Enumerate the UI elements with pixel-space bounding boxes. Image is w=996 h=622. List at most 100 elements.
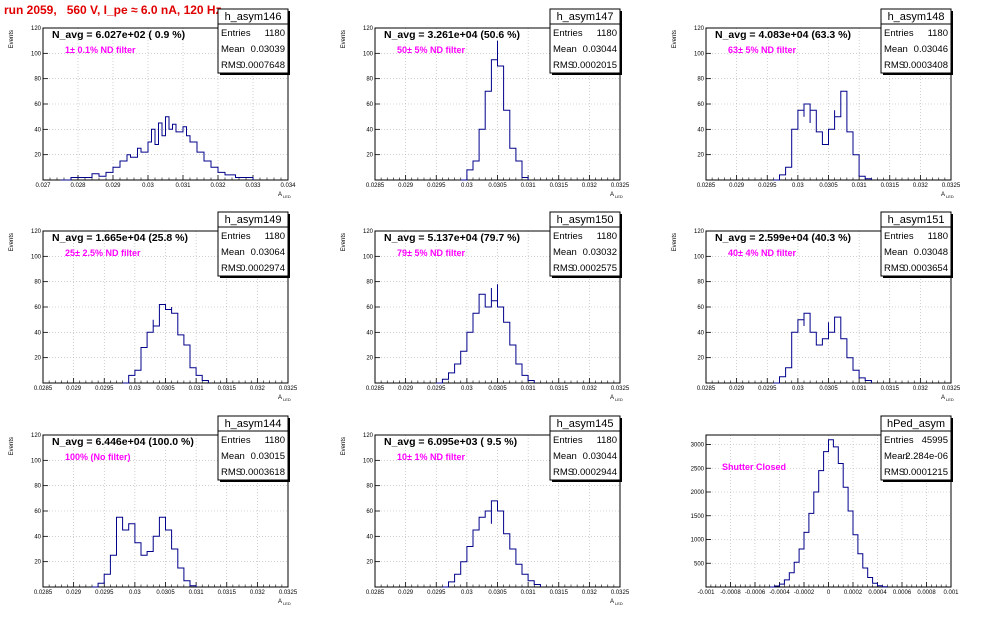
x-tick-label: 0.0315: [218, 590, 237, 596]
y-tick-label: 120: [694, 26, 705, 32]
x-axis-label: A: [610, 395, 614, 401]
y-axis-label: Events: [672, 233, 678, 251]
stats-label: Mean: [553, 44, 577, 55]
x-tick-label: 0.03: [461, 590, 473, 596]
stats-value: 0.03046: [914, 44, 948, 55]
x-tick-label: 0.029: [398, 590, 414, 596]
y-tick-label: 120: [31, 433, 42, 439]
x-tick-label: 0.0305: [488, 386, 507, 392]
filter-annotation: 10± 1% ND filter: [397, 452, 465, 462]
x-tick-label: 0.0305: [819, 386, 838, 392]
y-tick-label: 40: [34, 534, 41, 540]
x-tick-label: 0.0285: [366, 386, 385, 392]
x-tick-label: 0.0305: [156, 386, 175, 392]
stats-label: Mean: [221, 247, 245, 258]
x-tick-label: 0.03: [461, 183, 473, 189]
stats-label: Entries: [553, 28, 583, 39]
stats-label: RMS: [553, 263, 574, 274]
y-tick-label: 40: [34, 330, 41, 336]
stats-box: [217, 8, 289, 74]
y-tick-label: 60: [34, 305, 41, 311]
x-tick-label: 0.0008: [917, 590, 936, 596]
stats-value: 1180: [265, 28, 285, 39]
x-tick-label: -0.0004: [769, 590, 790, 596]
x-axis-label-sub: LED: [615, 194, 623, 199]
stats-label: RMS: [884, 263, 905, 274]
filter-annotation: Shutter Closed: [722, 462, 786, 472]
x-axis-label: A: [610, 192, 614, 198]
stats-value: 1180: [265, 231, 285, 242]
stats-label: Entries: [221, 28, 251, 39]
x-tick-label: 0.031: [521, 590, 537, 596]
x-axis-label: A: [278, 192, 282, 198]
y-tick-label: 100: [363, 254, 374, 260]
filter-annotation: 1± 0.1% ND filter: [65, 45, 136, 55]
stats-label: Mean: [221, 44, 245, 55]
x-axis-label: A: [941, 192, 945, 198]
y-tick-label: 40: [34, 127, 41, 133]
histogram-line: [436, 284, 535, 384]
x-tick-label: 0.0295: [758, 386, 777, 392]
x-tick-label: 0.03: [129, 386, 141, 392]
stats-value: 0.0002974: [240, 263, 285, 274]
y-tick-label: 500: [694, 561, 705, 567]
x-axis-label-sub: LED: [283, 397, 291, 402]
y-tick-label: 60: [697, 305, 704, 311]
y-tick-label: 2000: [691, 490, 705, 496]
histogram-line: [769, 439, 888, 588]
histogram-line: [60, 116, 254, 181]
x-tick-label: 0.0295: [95, 590, 114, 596]
stats-value: 0.0002575: [572, 263, 617, 274]
navg-label: N_avg = 5.137e+04 (79.7 %): [384, 232, 520, 244]
navg-label: N_avg = 3.261e+04 (50.6 %): [384, 29, 520, 41]
x-tick-label: 0.0295: [758, 183, 777, 189]
x-tick-label: 0.001: [943, 590, 959, 596]
histogram-line: [442, 500, 541, 588]
x-tick-label: 0.029: [105, 183, 121, 189]
stats-box-title: hPed_asym: [887, 418, 945, 430]
stats-label: Mean: [221, 451, 245, 462]
histogram-line: [460, 40, 529, 181]
y-axis-label: Events: [341, 30, 347, 48]
stats-value: 0.0002015: [572, 60, 617, 71]
x-tick-label: 0.0285: [366, 590, 385, 596]
y-tick-label: 1000: [691, 538, 705, 544]
filter-annotation: 79± 5% ND filter: [397, 248, 465, 258]
x-axis-label: A: [941, 395, 945, 401]
x-tick-label: 0.031: [175, 183, 191, 189]
y-tick-label: 20: [34, 356, 41, 362]
y-axis-label: Events: [672, 30, 678, 48]
y-tick-label: 80: [697, 280, 704, 286]
x-tick-label: 0.0325: [279, 386, 298, 392]
stats-value: 2.284e-06: [905, 451, 948, 462]
stats-label: Entries: [221, 231, 251, 242]
stats-label: RMS: [553, 60, 574, 71]
histogram-line: [773, 312, 872, 384]
stats-box: [880, 211, 952, 277]
stats-box-title: h_asym149: [225, 214, 282, 226]
y-tick-label: 100: [31, 254, 42, 260]
y-axis-label: Events: [9, 437, 15, 455]
stats-value: 0.0003408: [903, 60, 948, 71]
x-tick-label: -0.0006: [745, 590, 766, 596]
x-axis-label-sub: LED: [283, 601, 291, 606]
x-tick-label: 0.029: [398, 183, 414, 189]
y-axis-label: Events: [341, 233, 347, 251]
stats-box-title: h_asym145: [557, 418, 614, 430]
filter-annotation: 100% (No filter): [65, 452, 131, 462]
x-tick-label: 0.034: [280, 183, 296, 189]
stats-value: 1180: [597, 435, 617, 446]
x-tick-label: 0.0315: [550, 183, 569, 189]
y-tick-label: 40: [366, 534, 373, 540]
navg-label: N_avg = 6.027e+02 ( 0.9 %): [52, 29, 185, 41]
stats-label: Entries: [221, 435, 251, 446]
stats-label: Mean: [553, 247, 577, 258]
x-tick-label: 0.031: [521, 386, 537, 392]
x-tick-label: -0.0008: [720, 590, 741, 596]
x-tick-label: 0.0305: [156, 590, 175, 596]
stats-label: RMS: [884, 467, 905, 478]
stats-box-title: h_asym144: [225, 418, 282, 430]
y-tick-label: 120: [694, 229, 705, 235]
x-axis-label: A: [610, 599, 614, 605]
histogram-panel-h_asym148: 0.0285 0.029 0.0295 0.03 0.0305 0.031 0.0315 0.…: [672, 8, 961, 199]
